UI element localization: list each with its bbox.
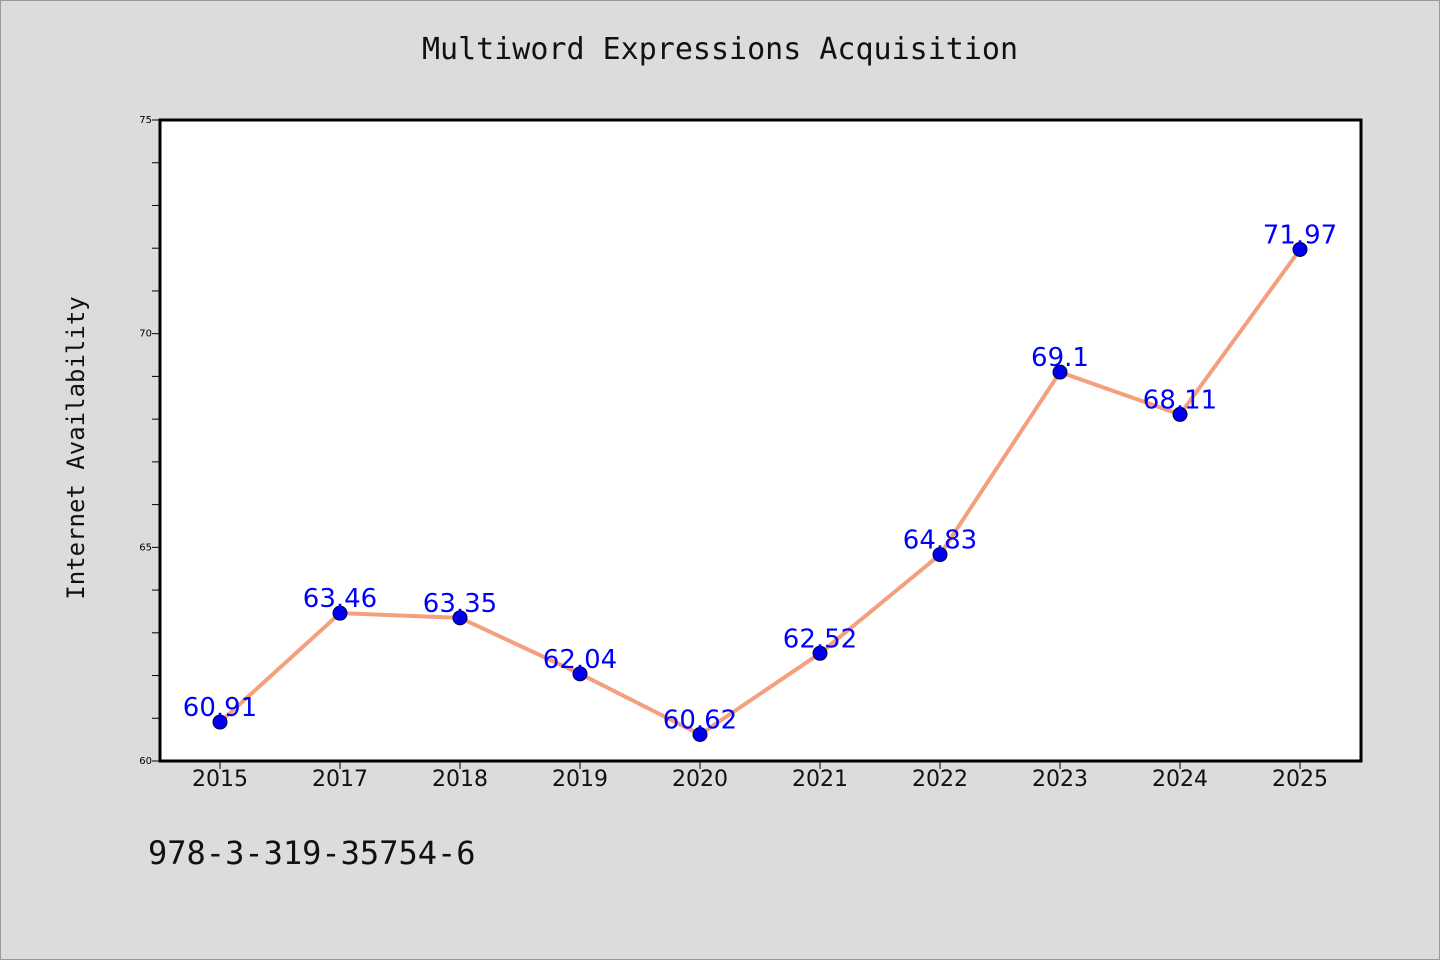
x-tick-label: 2021	[792, 767, 848, 792]
data-label: 71.97	[1263, 220, 1337, 250]
chart-title: Multiword Expressions Acquisition	[421, 32, 1019, 67]
data-point	[212, 714, 228, 730]
data-point	[1292, 241, 1308, 257]
series-line	[218, 248, 1302, 737]
x-tick-label: 2020	[672, 767, 728, 792]
data-point	[1052, 364, 1068, 380]
x-tick-label: 2017	[312, 767, 368, 792]
y-tick-label: 70	[139, 329, 152, 340]
data-label: 64.83	[903, 526, 977, 556]
data-label: 63.46	[303, 584, 377, 614]
data-point	[572, 666, 588, 682]
data-point	[812, 645, 828, 661]
data-point	[452, 610, 468, 626]
data-point	[1172, 406, 1188, 422]
y-tick-label: 75	[139, 115, 152, 126]
x-tick-label: 2023	[1032, 767, 1088, 792]
data-label: 60.62	[663, 706, 737, 736]
data-label: 69.1	[1031, 343, 1089, 373]
data-label: 62.04	[543, 645, 617, 675]
plot-area	[158, 118, 1363, 763]
x-tick-label: 2015	[192, 767, 248, 792]
x-tick-label: 2025	[1272, 767, 1328, 792]
data-point	[692, 727, 708, 743]
data-label: 62.52	[783, 624, 857, 654]
x-tick-label: 2018	[432, 767, 488, 792]
x-tick-label: 2024	[1152, 767, 1208, 792]
x-tick-label: 2019	[552, 767, 608, 792]
data-label: 63.35	[423, 589, 497, 619]
y-tick-label: 65	[139, 542, 152, 553]
data-point	[332, 605, 348, 621]
y-tick-label: 60	[139, 756, 152, 767]
data-label: 60.91	[183, 693, 257, 723]
footer-identifier: 978-3-319-35754-6	[148, 834, 476, 872]
data-label: 68.11	[1143, 385, 1217, 415]
x-tick-label: 2022	[912, 767, 968, 792]
data-point	[932, 547, 948, 563]
